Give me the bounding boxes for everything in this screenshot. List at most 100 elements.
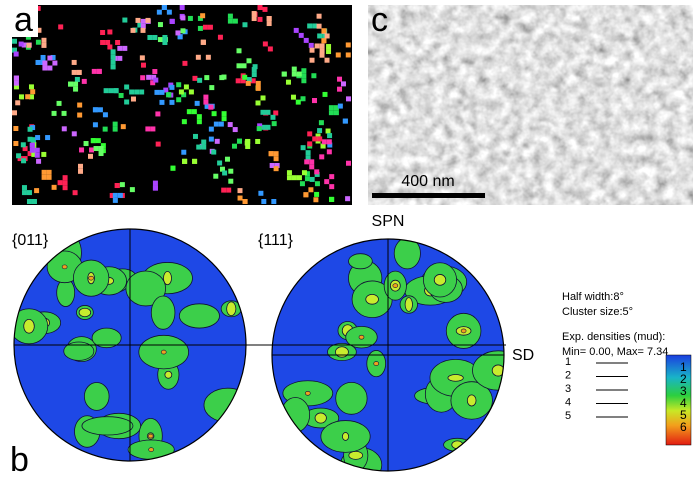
map-pixel — [176, 97, 181, 102]
map-pixel — [77, 113, 82, 118]
map-pixel — [124, 84, 129, 89]
map-pixel — [338, 104, 343, 109]
map-pixel — [317, 136, 322, 141]
map-pixel — [187, 109, 192, 114]
map-pixel — [219, 122, 224, 127]
map-pixel — [215, 139, 220, 144]
map-pixel — [326, 129, 331, 134]
map-pixel — [111, 59, 116, 64]
map-pixel — [100, 30, 105, 35]
map-pixel — [36, 60, 41, 65]
map-pixel — [180, 5, 185, 10]
map-pixel — [42, 61, 47, 66]
map-pixel — [263, 7, 268, 12]
map-pixel — [30, 143, 35, 148]
map-pixel — [155, 111, 160, 116]
map-pixel — [252, 16, 257, 21]
map-pixel — [228, 179, 233, 184]
map-pixel — [180, 28, 185, 33]
map-pixel — [236, 78, 241, 83]
map-pixel — [208, 105, 213, 110]
map-pixel — [247, 58, 252, 63]
color-bar — [666, 355, 691, 445]
map-pixel — [237, 63, 242, 68]
map-pixel — [139, 89, 144, 94]
map-pixel — [252, 11, 257, 16]
map-pixel — [22, 185, 27, 190]
map-pixel — [170, 19, 175, 24]
contour — [149, 448, 154, 452]
map-pixel — [93, 122, 98, 127]
map-pixel — [13, 126, 18, 131]
map-pixel — [140, 75, 145, 80]
map-pixel — [141, 28, 146, 33]
map-pixel — [153, 186, 158, 191]
map-pixel — [52, 185, 57, 190]
map-pixel — [313, 197, 318, 202]
map-pixel — [325, 58, 330, 63]
map-pixel — [78, 169, 83, 174]
contour — [281, 397, 309, 432]
map-pixel — [256, 100, 261, 105]
map-pixel — [28, 137, 33, 142]
contour — [448, 375, 463, 382]
map-pixel — [22, 190, 27, 195]
map-pixel — [131, 28, 136, 33]
map-pixel — [113, 122, 118, 127]
map-pixel — [107, 44, 112, 49]
map-pixel — [245, 144, 250, 149]
map-pixel — [180, 15, 185, 20]
map-pixel — [314, 192, 319, 197]
map-pixel — [307, 131, 312, 136]
map-pixel — [322, 139, 327, 144]
map-pixel — [208, 25, 213, 30]
map-pixel — [14, 76, 19, 81]
legend-text: Exp. densities (mud): — [562, 331, 665, 343]
map-pixel — [274, 156, 279, 161]
map-pixel — [12, 39, 17, 44]
map-pixel — [73, 82, 78, 87]
map-pixel — [145, 126, 150, 131]
map-pixel — [192, 109, 197, 114]
map-pixel — [237, 139, 242, 144]
contour — [393, 284, 398, 288]
map-pixel — [63, 185, 68, 190]
map-pixel — [197, 78, 202, 83]
map-pixel — [77, 103, 82, 108]
map-pixel — [198, 26, 203, 31]
map-pixel — [209, 127, 214, 132]
map-pixel — [182, 119, 187, 124]
map-pixel — [122, 46, 127, 51]
map-pixel — [121, 124, 126, 129]
map-pixel — [310, 177, 315, 182]
contour — [349, 451, 363, 459]
map-pixel — [252, 72, 257, 77]
map-pixel — [134, 89, 139, 94]
map-pixel — [115, 40, 120, 45]
map-pixel — [203, 95, 208, 100]
map-pixel — [329, 105, 334, 110]
legend-text: Half width:8° — [562, 291, 624, 303]
map-pixel — [258, 17, 263, 22]
map-pixel — [28, 127, 33, 132]
map-pixel — [16, 153, 21, 158]
contour — [366, 294, 379, 304]
map-pixel — [226, 188, 231, 193]
map-pixel — [30, 89, 35, 94]
map-pixel — [88, 154, 93, 159]
panel-label: a — [14, 1, 33, 39]
map-pixel — [329, 110, 334, 115]
map-pixel — [315, 181, 320, 186]
map-pixel — [113, 193, 118, 198]
map-pixel — [222, 111, 227, 116]
map-pixel — [111, 54, 116, 59]
map-pixel — [272, 121, 277, 126]
map-pixel — [105, 40, 110, 45]
contour-level-label: 2 — [565, 369, 571, 381]
contour — [335, 347, 348, 357]
map-pixel — [179, 89, 184, 94]
map-pixel — [310, 48, 315, 53]
map-pixel — [265, 110, 270, 115]
map-pixel — [35, 153, 40, 158]
map-pixel — [152, 69, 157, 74]
